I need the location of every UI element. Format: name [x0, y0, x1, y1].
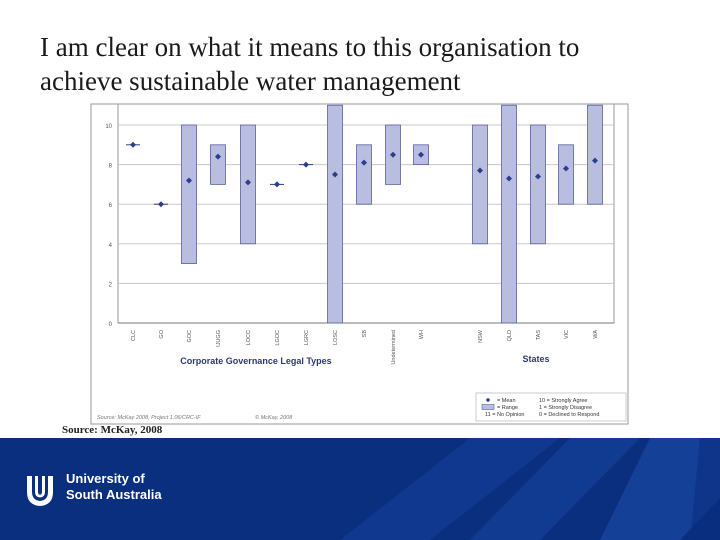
- mean-point-LOSC: [332, 171, 338, 178]
- chart-source-note: Source: McKay 2008, Project 1.06/CRC-IF: [97, 415, 201, 421]
- mean-point-CLC: [130, 141, 136, 148]
- legend-item-mean: = Mean: [497, 398, 516, 404]
- legend-scale-0: 10 = Strongly Agree: [539, 398, 587, 404]
- mean-point-IJUGG: [215, 153, 221, 160]
- legend-range-symbol: [481, 404, 495, 410]
- legend-box: [475, 392, 627, 422]
- mean-point-GO: [158, 201, 164, 208]
- y-tick-label: 6: [109, 203, 113, 209]
- range-bar-GOC: [181, 124, 197, 265]
- mean-point-WH: [418, 151, 424, 158]
- mean-point-LOCC: [245, 179, 251, 186]
- y-tick-label: 0: [109, 322, 113, 328]
- x-tick-label-WH: WH: [419, 330, 425, 339]
- x-tick-label-LOSC: LOSC: [333, 330, 339, 345]
- x-tick-label-Undetermined: Undetermined: [391, 330, 397, 365]
- mean-point-TAS: [535, 173, 541, 180]
- chart-copyright: © McKay, 2008: [255, 414, 293, 421]
- mean-point-LGOC: [274, 181, 280, 188]
- range-bar-SB: [356, 144, 372, 205]
- legend-scale-2: 0 = Declined to Respond: [539, 412, 599, 418]
- chart: 0 2 4 6 8 10 CLC GO GOC IJUGG LOCC LGOC LGRC LOSC SB Un…: [90, 103, 629, 425]
- range-bar-QLD: [501, 104, 517, 324]
- slide-title-line-2: achieve sustainable water management: [40, 66, 461, 96]
- legend-item-none: 11 = No Opinion: [485, 412, 525, 418]
- x-tick-label-GOC: GOC: [187, 330, 193, 343]
- legend-scale-1: 1 = Strongly Disagree: [539, 405, 592, 411]
- mean-point-GOC: [186, 177, 192, 184]
- group-label-states: States: [522, 354, 549, 364]
- mean-point-NSW: [477, 167, 483, 174]
- x-tick-label-LGOC: LGOC: [275, 330, 281, 346]
- x-tick-label-VIC: VIC: [564, 330, 570, 339]
- x-tick-label-LOCC: LOCC: [246, 330, 252, 345]
- mean-point-WA: [592, 157, 598, 164]
- legend-item-range: = Range: [497, 405, 518, 411]
- range-bar-VIC: [558, 144, 574, 205]
- x-tick-label-IJUGG: IJUGG: [216, 330, 222, 347]
- range-bar-NSW: [472, 124, 488, 245]
- mean-point-LGRC: [303, 161, 309, 168]
- range-bar-LOSC: [327, 104, 343, 324]
- y-tick-label: 8: [109, 164, 113, 170]
- x-tick-label-GO: GO: [159, 329, 165, 338]
- x-tick-label-NSW: NSW: [478, 329, 484, 343]
- mean-point-QLD: [506, 175, 512, 182]
- footer-band: University of South Australia: [0, 438, 720, 540]
- range-bar-TAS: [530, 124, 546, 245]
- group-label-governance: Corporate Governance Legal Types: [180, 356, 331, 366]
- university-name-line-2: South Australia: [66, 487, 162, 502]
- x-tick-label-CLC: CLC: [131, 330, 137, 341]
- y-tick-label: 2: [109, 282, 113, 288]
- mean-point-Undetermined: [390, 151, 396, 158]
- mean-point-VIC: [563, 165, 569, 172]
- university-logo-icon: [27, 476, 53, 506]
- university-name: University of South Australia: [66, 471, 162, 503]
- range-bar-WA: [587, 104, 603, 205]
- university-name-line-1: University of: [66, 471, 145, 486]
- x-tick-label-LGRC: LGRC: [304, 330, 310, 345]
- x-tick-label-TAS: TAS: [536, 330, 542, 341]
- range-bar-IJUGG: [210, 144, 226, 185]
- slide-title-line-1: I am clear on what it means to this orga…: [40, 32, 580, 62]
- x-tick-label-WA: WA: [593, 330, 599, 339]
- x-tick-label-SB: SB: [362, 330, 368, 338]
- slide-title: I am clear on what it means to this orga…: [40, 30, 690, 98]
- y-tick-label: 10: [105, 124, 112, 130]
- source-caption: Source: McKay, 2008: [62, 424, 163, 436]
- y-tick-label: 4: [109, 243, 113, 249]
- mean-point-SB: [361, 159, 367, 166]
- legend-mean-symbol: [485, 397, 491, 403]
- x-tick-label-QLD: QLD: [507, 330, 513, 341]
- footer-pattern: [340, 438, 720, 540]
